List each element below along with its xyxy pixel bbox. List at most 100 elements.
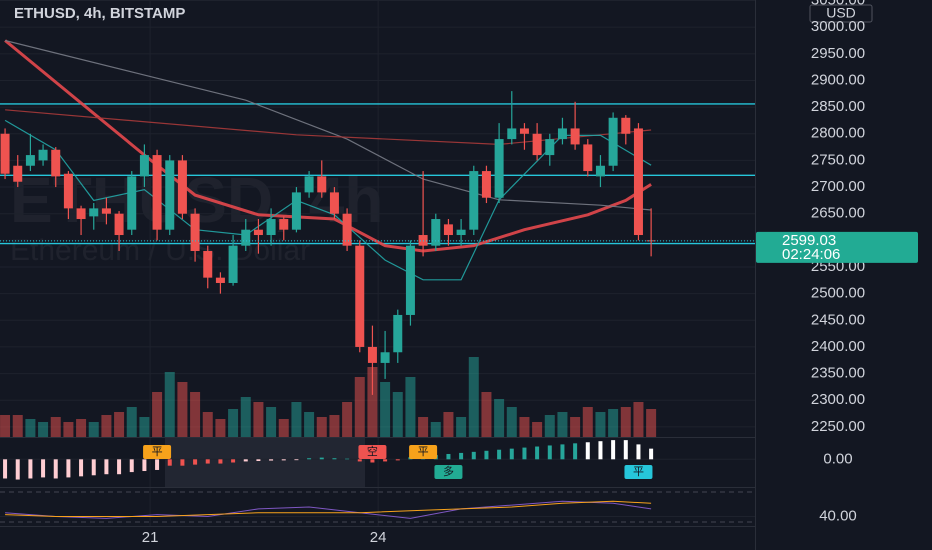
histogram-bar [15, 459, 20, 480]
histogram-bar [497, 449, 502, 460]
volume-bar [354, 377, 365, 437]
currency-box[interactable] [809, 4, 873, 23]
volume-bar [177, 382, 188, 437]
volume-bar [418, 417, 429, 437]
volume-bar [164, 372, 175, 437]
histogram-bar [256, 459, 261, 462]
histogram-bar [3, 459, 8, 479]
signal-marker [624, 465, 653, 479]
volume-bar [595, 412, 606, 437]
moving-average [4, 39, 652, 211]
volume-bar [114, 412, 125, 437]
histogram-bar [370, 459, 375, 463]
candle-body [367, 346, 377, 363]
candle-body [481, 171, 491, 198]
candle-body [241, 229, 251, 246]
highlight-band [165, 438, 365, 487]
y-tick-label: 3050.00 [811, 0, 865, 9]
signal-marker-label: 多 [443, 464, 454, 478]
histogram-bar [560, 444, 565, 460]
candle-body [393, 314, 403, 353]
candle-body [621, 117, 631, 134]
candle-body [443, 224, 453, 236]
candle-body [532, 133, 542, 156]
candle-body [304, 176, 314, 193]
candle-body [25, 155, 35, 166]
currency-label[interactable]: USD [826, 5, 856, 21]
candle-body [127, 176, 137, 230]
y-tick-label: 0.00 [823, 450, 852, 467]
candle-body [177, 160, 187, 214]
histogram-bar [205, 459, 210, 464]
volume-bar [392, 392, 403, 437]
histogram-bar [269, 459, 274, 461]
volume-bar [367, 367, 378, 437]
volume-bar [582, 407, 593, 437]
volume-bar [190, 392, 201, 437]
y-tick-label: 2800.00 [811, 125, 865, 142]
volume-bar [405, 377, 416, 437]
volume-bar [240, 397, 251, 437]
candle-body [431, 219, 441, 246]
histogram-bar [91, 459, 96, 476]
x-tick-label: 24 [370, 529, 387, 546]
y-tick-label: 2450.00 [811, 311, 865, 328]
watermark-subtitle: Ethereum / U.S. Dollar [10, 234, 310, 267]
countdown-label: 02:24:06 [782, 246, 840, 263]
histogram-bar [459, 452, 464, 460]
signal-marker [143, 445, 172, 459]
histogram-bar [623, 440, 628, 460]
candle-body [13, 165, 23, 182]
histogram-bar [142, 459, 147, 472]
y-tick-label: 2300.00 [811, 391, 865, 408]
histogram-bar [535, 446, 540, 460]
histogram-bar [585, 442, 590, 460]
y-tick-label: 2350.00 [811, 365, 865, 382]
symbol-title[interactable]: ETHUSD, 4h, BITSTAMP [14, 5, 185, 22]
candle-body [570, 128, 580, 145]
candle-body [469, 171, 479, 230]
y-tick-label: 40.00 [819, 507, 857, 524]
candle-body [203, 251, 213, 278]
histogram-bar [636, 444, 641, 460]
candle-body [507, 128, 517, 140]
histogram-bar [243, 459, 248, 462]
candle-body [190, 213, 200, 252]
oscillator-line [5, 500, 652, 517]
histogram-bar [180, 459, 185, 466]
histogram-bar [117, 459, 122, 475]
candle-body [291, 192, 301, 230]
candle-body [595, 165, 605, 177]
candle-body [279, 219, 289, 230]
histogram-bar [357, 459, 362, 462]
histogram-bar [79, 459, 84, 477]
histogram-bar [509, 448, 514, 460]
candle-body [633, 128, 643, 236]
candle-body [152, 155, 162, 230]
candle-body [418, 235, 428, 246]
histogram-bar [395, 459, 400, 461]
histogram-bar [104, 459, 109, 475]
volume-bar [291, 402, 302, 437]
candle-body [380, 352, 390, 363]
candle-body [583, 144, 593, 172]
histogram-bar [547, 445, 552, 460]
volume-bar [266, 407, 277, 437]
y-tick-label: 2650.00 [811, 205, 865, 222]
candle-body [215, 277, 225, 283]
volume-bar [76, 419, 87, 437]
histogram-bar [598, 441, 603, 460]
volume-bar [519, 417, 530, 437]
histogram-bar [167, 459, 172, 466]
volume-bar [215, 419, 226, 437]
y-tick-label: 2750.00 [811, 151, 865, 168]
volume-bar [468, 357, 479, 437]
volume-bar [139, 417, 150, 437]
volume-bar [12, 415, 23, 437]
y-tick-label: 2950.00 [811, 45, 865, 62]
volume-bar [506, 407, 517, 437]
volume-bar [228, 409, 239, 437]
histogram-bar [573, 443, 578, 460]
last-price-box [756, 231, 918, 263]
